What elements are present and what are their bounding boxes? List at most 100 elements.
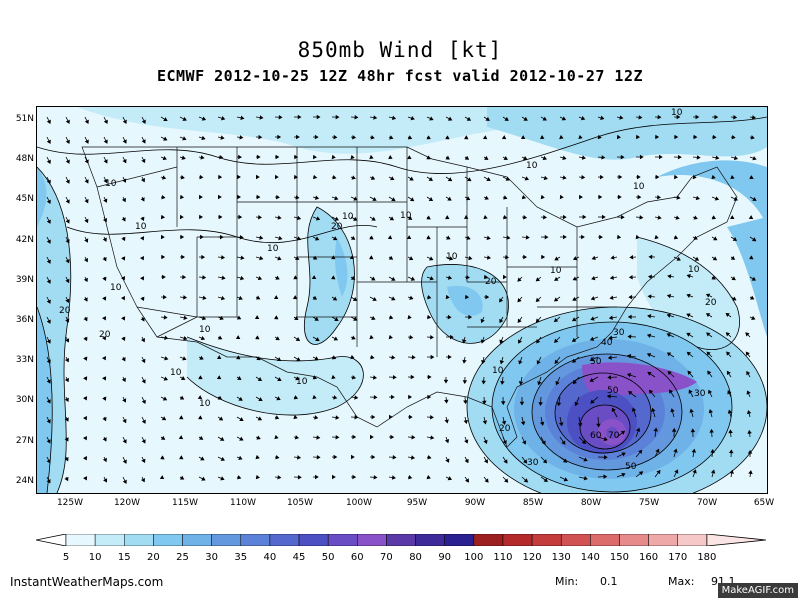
wind-vector-head — [647, 294, 652, 299]
wind-vector-head — [427, 374, 432, 380]
lon-label-90w: 90W — [464, 498, 486, 508]
colorbar-swatch — [473, 534, 504, 546]
wind-vector-head — [201, 476, 206, 481]
wind-vector-head — [316, 114, 321, 120]
wind-vector-head — [277, 377, 282, 381]
map-subtitle: ECMWF 2012-10-25 12Z 48hr fcst valid 201… — [156, 67, 644, 85]
wind-vector-head — [239, 275, 245, 281]
wind-vector-head — [369, 255, 374, 260]
wind-vector-head — [430, 414, 434, 420]
colorbar-level-label: 5 — [62, 552, 70, 563]
wind-vector-head — [370, 355, 375, 360]
wind-vector-head — [654, 234, 659, 240]
wind-vector-head — [503, 156, 508, 160]
wind-vector-head — [387, 235, 393, 240]
wind-vector-head — [732, 236, 738, 241]
wind-vector-head — [751, 276, 756, 281]
wind-vector-head — [352, 474, 357, 480]
wind-vector-head — [238, 295, 243, 301]
wind-vector-head — [563, 477, 568, 482]
colorbar-level-label: 50 — [321, 552, 335, 563]
contour-label: 10 — [170, 368, 182, 378]
wind-vector-head — [676, 195, 681, 200]
wind-vector-head — [618, 174, 623, 180]
political-boundaries — [81, 146, 738, 448]
wind-vector-head — [296, 236, 302, 241]
contour-label: 20 — [99, 330, 111, 340]
contour-label: 10 — [135, 222, 147, 232]
contour-label: 10 — [267, 244, 279, 254]
wind-vector-head — [161, 175, 167, 180]
contour-label: 20 — [331, 222, 343, 232]
wind-vector-head — [465, 274, 470, 280]
wind-vector-head — [353, 196, 358, 201]
wind-vector-head — [354, 115, 359, 120]
wind-map: 10 10 10 10 20 10 10 10 20 10 20 10 10 1… — [36, 106, 768, 494]
wind-vector-head — [591, 255, 596, 261]
wind-vector-head — [352, 434, 357, 440]
colorbar-level-label: 90 — [438, 552, 452, 563]
wind-vector-head — [331, 255, 336, 260]
wind-vector-head — [64, 476, 69, 482]
wind-vector-head — [218, 194, 222, 200]
wind-vector-head — [554, 276, 559, 281]
wind-vector-head — [294, 435, 300, 440]
wind-vector-head — [238, 214, 243, 220]
wind-vector-head — [198, 415, 203, 420]
wind-vector-head — [84, 218, 89, 224]
wind-vector-head — [84, 139, 89, 144]
wind-vector-head — [449, 334, 454, 340]
wind-vector-head — [577, 422, 583, 427]
wind-vector-head — [373, 475, 378, 480]
wind-vector-head — [65, 318, 70, 323]
wind-vector-head — [558, 422, 564, 427]
colorbar-level-label: 45 — [292, 552, 306, 563]
lat-label-33n: 33N — [15, 355, 34, 365]
wind-vector-head — [163, 315, 168, 320]
wind-vector-head — [235, 335, 241, 339]
lon-label-65w: 65W — [753, 498, 775, 508]
wind-vector-head — [140, 197, 145, 202]
wind-vector-head — [707, 370, 712, 375]
colorbar-swatch — [415, 534, 445, 546]
wind-vector-head — [179, 214, 184, 220]
wind-vector-head — [628, 274, 633, 280]
wind-vector-head — [216, 355, 222, 360]
wind-vector-head — [689, 408, 694, 413]
contour-label: 10 — [526, 161, 538, 171]
wind-vector-head — [572, 379, 577, 385]
wind-vector-head — [334, 317, 339, 322]
contour-label: 30 — [694, 389, 706, 399]
wind-vector-head — [391, 394, 395, 400]
wind-vector-head — [752, 156, 757, 161]
wind-vector-head — [83, 336, 88, 342]
wind-vector-head — [84, 258, 89, 263]
wind-vector-head — [64, 417, 69, 422]
wind-vector-head — [517, 318, 522, 324]
wind-vector-head — [708, 409, 714, 414]
wind-vector-head — [237, 475, 242, 480]
wind-vector-head — [694, 256, 700, 261]
wind-vector-head — [180, 376, 186, 381]
wind-vector-head — [561, 440, 566, 445]
wind-vector-head — [409, 197, 415, 202]
wind-vector-head — [647, 274, 652, 280]
wind-vector-head — [297, 455, 302, 460]
wind-vector-head — [64, 457, 69, 462]
wind-vector-head — [181, 155, 186, 160]
wind-vector-head — [444, 419, 449, 424]
colorbar-swatch — [531, 534, 562, 546]
wind-vector-head — [695, 195, 700, 201]
contour-label: 30 — [527, 458, 539, 468]
lat-label-30n: 30N — [15, 395, 34, 405]
wind-vector-head — [141, 139, 146, 144]
wind-vector-head — [354, 414, 359, 420]
wind-vector-head — [373, 115, 378, 120]
wind-vector-head — [122, 439, 127, 444]
wind-vector-head — [751, 115, 756, 120]
wind-vector-head — [64, 377, 69, 383]
wind-vector-head — [571, 337, 577, 342]
wind-vector-head — [607, 375, 612, 380]
contour-label: 20 — [485, 277, 497, 287]
wind-vector-head — [483, 439, 488, 445]
